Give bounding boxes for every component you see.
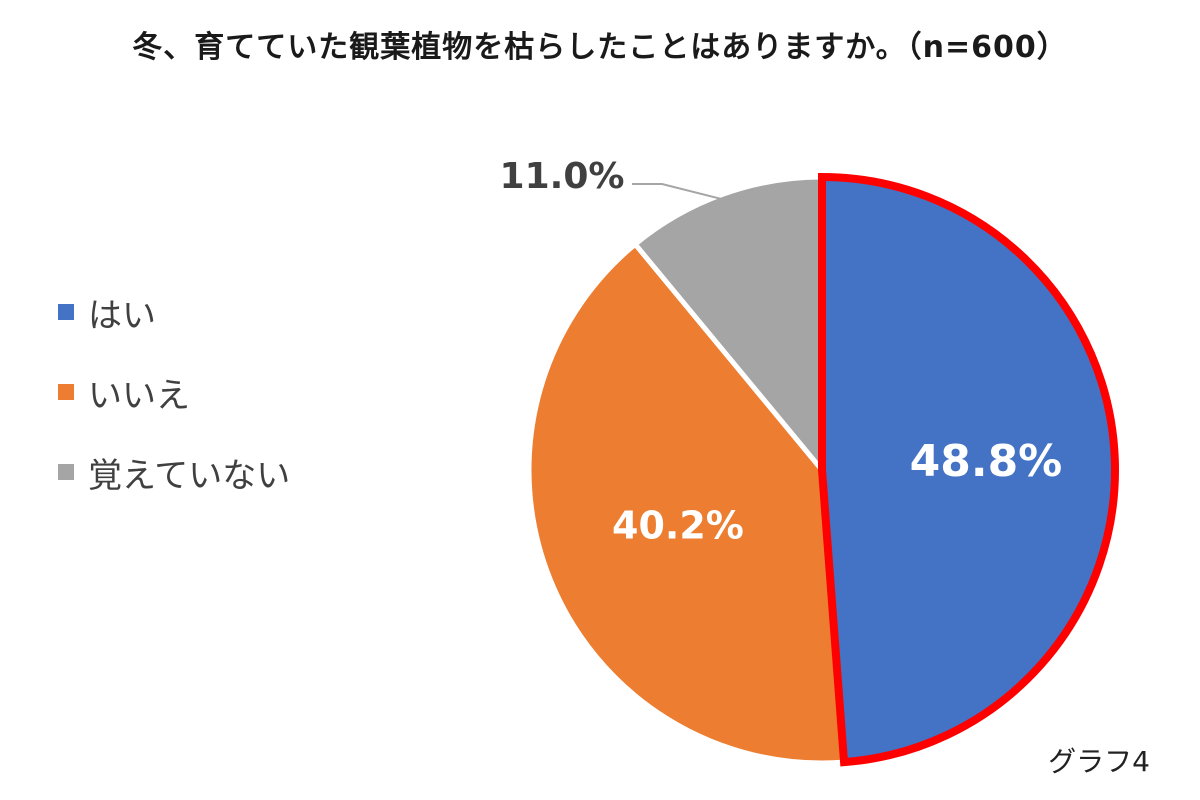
pie-slice-iie bbox=[526, 240, 847, 766]
legend-swatch-iie bbox=[58, 384, 74, 400]
legend-label-oboeteinai: 覚えていない bbox=[88, 455, 291, 496]
figure-caption: グラフ4 bbox=[1048, 745, 1150, 778]
data-label-hai: 48.8% bbox=[910, 436, 1063, 487]
legend-item-iie: いいえ bbox=[58, 370, 290, 416]
legend-label-iie: いいえ bbox=[88, 375, 190, 416]
legend-swatch-hai bbox=[58, 304, 74, 320]
legend-swatch-oboeteinai bbox=[58, 464, 74, 480]
data-label-oboeteinai: 11.0% bbox=[500, 156, 625, 197]
legend-item-oboeteinai: 覚えていない bbox=[58, 450, 291, 496]
pie-slice-oboeteinai bbox=[631, 174, 825, 477]
highlight-outline bbox=[818, 172, 1119, 767]
data-label-iie: 40.2% bbox=[612, 504, 744, 548]
legend-label-hai: はい bbox=[88, 295, 156, 336]
legend: はい いいえ 覚えていない bbox=[58, 290, 290, 530]
chart-title: 冬、育てていた観葉植物を枯らしたことはありますか。（n=600） bbox=[132, 30, 1068, 65]
leader-line-oboeteinai bbox=[632, 183, 725, 201]
legend-item-hai: はい bbox=[58, 290, 290, 336]
